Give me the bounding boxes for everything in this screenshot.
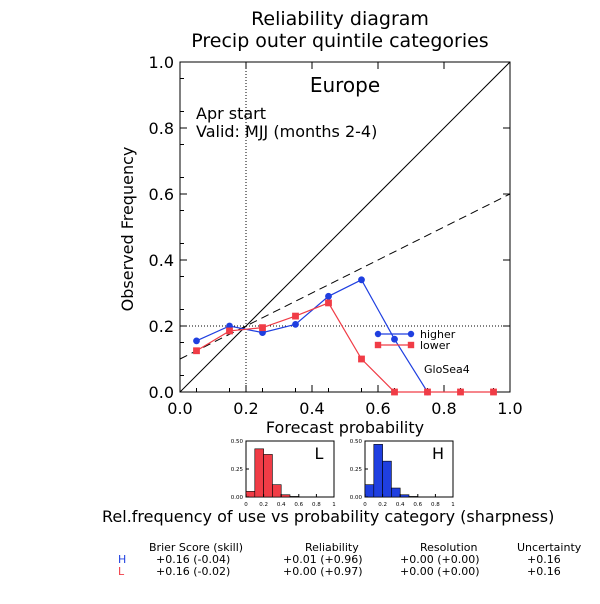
header-resolution: Resolution xyxy=(420,541,478,554)
histogram-lower-y-tick-label: 0.50 xyxy=(231,439,244,445)
histogram-higher-x-tick-label: 1 xyxy=(451,502,455,508)
figure-title-line1: Reliability diagram xyxy=(251,8,429,30)
histogram-lower-x-tick-label: 0.6 xyxy=(294,502,303,508)
figure-title-line2: Precip outer quintile categories xyxy=(191,30,489,52)
data-point-higher xyxy=(193,337,200,345)
header-uncertainty: Uncertainty xyxy=(517,541,582,554)
histogram-lower-bar xyxy=(245,491,256,498)
y-tick-label: 0.4 xyxy=(149,251,174,270)
histogram-higher-x-tick-label: 0.8 xyxy=(431,502,440,508)
model-label: GloSea4 xyxy=(424,363,470,376)
legend-marker-lower xyxy=(374,341,382,349)
data-point-lower xyxy=(325,299,332,307)
histogram-lower-x-tick-label: 0 xyxy=(244,502,248,508)
legend-marker-higher xyxy=(407,330,415,338)
histogram-higher-bar xyxy=(364,484,375,498)
data-point-higher xyxy=(292,320,299,328)
data-point-lower xyxy=(490,388,497,396)
y-axis-label: Observed Frequency xyxy=(118,147,137,312)
sharpness-caption: Rel.frequency of use vs probability cate… xyxy=(102,507,555,526)
histogram-lower-bar xyxy=(272,484,282,498)
l-uncertainty: +0.16 xyxy=(527,565,561,578)
histogram-higher-bar xyxy=(399,494,410,498)
legend-marker-higher xyxy=(374,330,382,338)
data-point-lower xyxy=(193,347,200,355)
legend-marker-lower xyxy=(407,341,415,349)
no-skill-line xyxy=(179,193,511,360)
histogram-higher-bar xyxy=(391,487,401,498)
x-tick-label: 0.4 xyxy=(299,399,324,418)
histogram-lower-x-tick-label: 0.4 xyxy=(277,502,286,508)
histogram-higher-x-tick-label: 0.6 xyxy=(413,502,422,508)
histogram-higher-y-tick-label: 0.25 xyxy=(350,467,363,473)
x-tick-label: 0.6 xyxy=(365,399,390,418)
h-reliability: +0.01 (+0.96) xyxy=(283,553,363,566)
h-resolution: +0.00 (+0.00) xyxy=(400,553,480,566)
histogram-higher-bar xyxy=(408,496,419,498)
data-point-lower xyxy=(391,388,398,396)
annotation-valid: Valid: MJJ (months 2-4) xyxy=(196,122,377,141)
data-point-higher xyxy=(391,335,398,343)
x-tick-label: 0.8 xyxy=(431,399,456,418)
region-label: Europe xyxy=(310,73,380,97)
histogram-lower-bar xyxy=(289,496,300,498)
series-line-higher xyxy=(196,279,429,393)
header-brier: Brier Score (skill) xyxy=(149,541,244,554)
l-resolution: +0.00 (+0.00) xyxy=(400,565,480,578)
legend-label-higher: higher xyxy=(420,328,456,341)
histogram-higher-x-tick-label: 0.4 xyxy=(396,502,405,508)
l-reliability: +0.00 (+0.97) xyxy=(283,565,363,578)
l-brier: +0.16 (-0.02) xyxy=(156,565,231,578)
histogram-lower-bar xyxy=(254,448,264,498)
x-tick-label: 0.0 xyxy=(167,399,192,418)
histogram-higher-bar xyxy=(373,444,383,498)
header-reliability: Reliability xyxy=(305,541,359,554)
histogram-lower-y-tick-label: 0.25 xyxy=(231,467,244,473)
y-tick-label: 0.6 xyxy=(149,185,174,204)
row-label-l: L xyxy=(118,565,125,578)
histogram-lower-x-tick-label: 0.8 xyxy=(312,502,321,508)
y-tick-label: 0.8 xyxy=(149,119,174,138)
histogram-lower-bar xyxy=(280,494,291,498)
plot-frame xyxy=(179,61,511,393)
histogram-higher-bar xyxy=(382,460,392,498)
histogram-lower-bar xyxy=(263,454,273,498)
data-point-lower xyxy=(292,312,299,320)
histogram-lower-x-tick-label: 0.2 xyxy=(259,502,268,508)
annotation-start: Apr start xyxy=(196,104,266,123)
histogram-higher-x-tick-label: 0 xyxy=(363,502,367,508)
histogram-higher-x-tick-label: 0.2 xyxy=(378,502,387,508)
legend-label-lower: lower xyxy=(420,339,451,352)
h-uncertainty: +0.16 xyxy=(527,553,561,566)
x-axis-label: Forecast probability xyxy=(266,418,424,437)
histogram-higher-y-tick-label: 0.00 xyxy=(350,495,363,501)
data-point-lower xyxy=(457,388,464,396)
row-label-h: H xyxy=(118,553,127,566)
data-point-lower xyxy=(226,327,233,335)
x-tick-label: 0.2 xyxy=(233,399,258,418)
histogram-lower-x-tick-label: 1 xyxy=(332,502,336,508)
y-tick-label: 0.2 xyxy=(149,317,174,336)
y-tick-label: 1.0 xyxy=(149,53,174,72)
data-point-lower xyxy=(424,388,431,396)
h-brier: +0.16 (-0.04) xyxy=(156,553,231,566)
histogram-higher-title: H xyxy=(432,444,444,463)
series-line-lower xyxy=(196,302,494,393)
histogram-higher-y-tick-label: 0.50 xyxy=(350,439,363,445)
histogram-lower-y-tick-label: 0.00 xyxy=(231,495,244,501)
y-tick-label: 0.0 xyxy=(149,383,174,402)
data-point-lower xyxy=(259,324,266,332)
data-point-lower xyxy=(358,355,365,363)
histogram-lower-title: L xyxy=(315,444,324,463)
data-point-higher xyxy=(325,292,332,300)
x-tick-label: 1.0 xyxy=(497,399,522,418)
data-point-higher xyxy=(358,276,365,284)
perfect-reliability-line xyxy=(179,61,511,393)
